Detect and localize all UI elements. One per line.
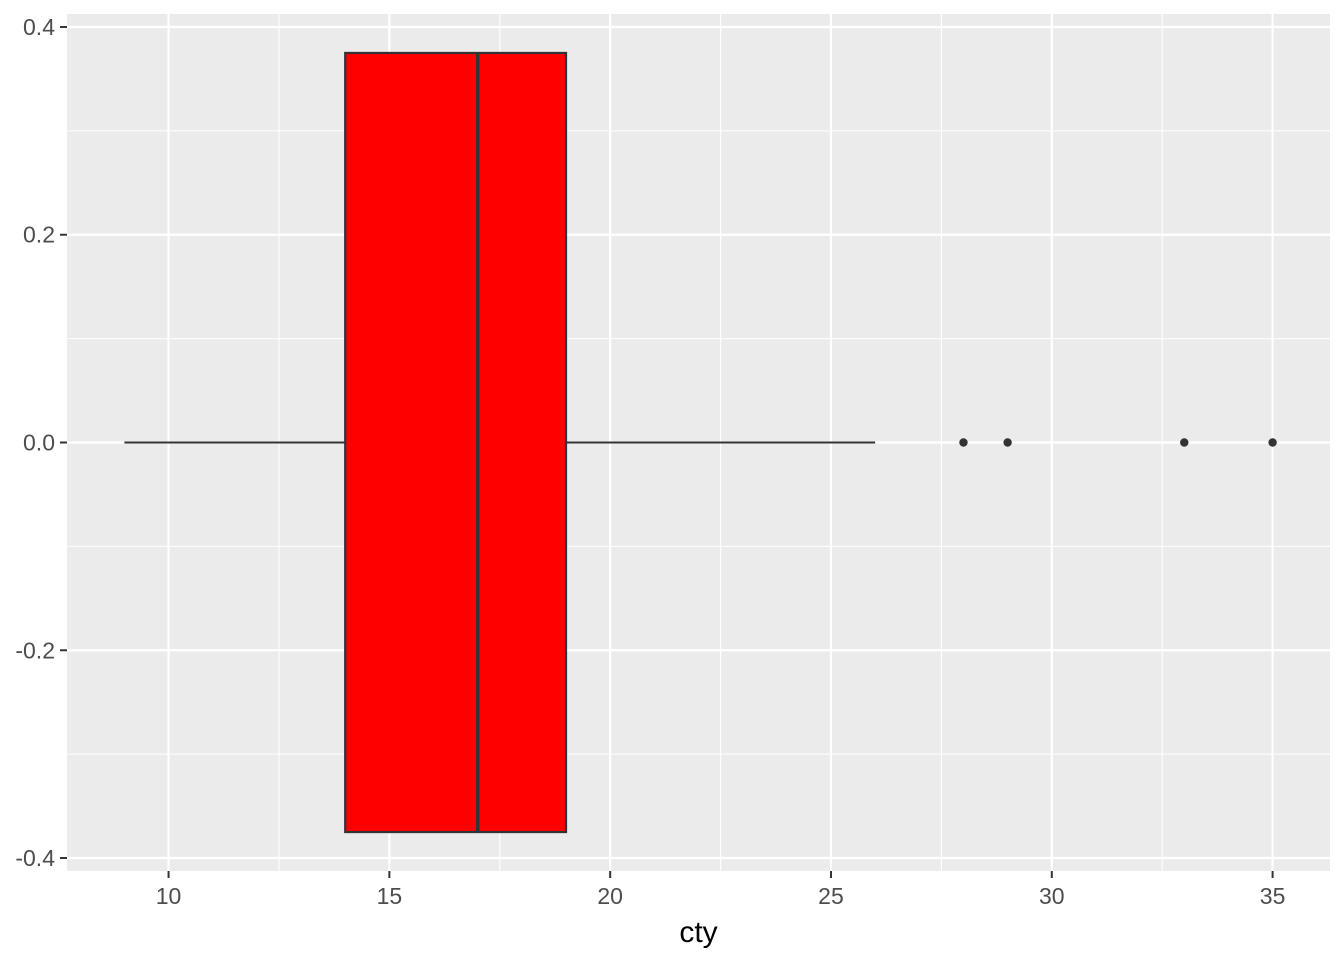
- outlier-point: [959, 438, 968, 447]
- x-axis-tick-label: 20: [597, 883, 623, 909]
- y-axis-tick-label: -0.4: [15, 845, 55, 871]
- x-axis-tick-label: 25: [818, 883, 844, 909]
- x-axis-tick-label: 35: [1260, 883, 1286, 909]
- outlier-point: [1003, 438, 1012, 447]
- y-axis-tick-label: 0.4: [23, 14, 55, 40]
- x-axis-tick-label: 10: [156, 883, 182, 909]
- y-axis-tick-label: 0.2: [23, 222, 55, 248]
- outlier-point: [1180, 438, 1189, 447]
- x-axis-tick-label: 15: [377, 883, 403, 909]
- iqr-box: [344, 51, 568, 834]
- x-axis-title: cty: [679, 916, 717, 949]
- y-axis-tick-label: 0.0: [23, 430, 55, 456]
- x-axis-tick-label: 30: [1039, 883, 1065, 909]
- outlier-point: [1268, 438, 1277, 447]
- y-axis-tick-label: -0.2: [15, 637, 55, 663]
